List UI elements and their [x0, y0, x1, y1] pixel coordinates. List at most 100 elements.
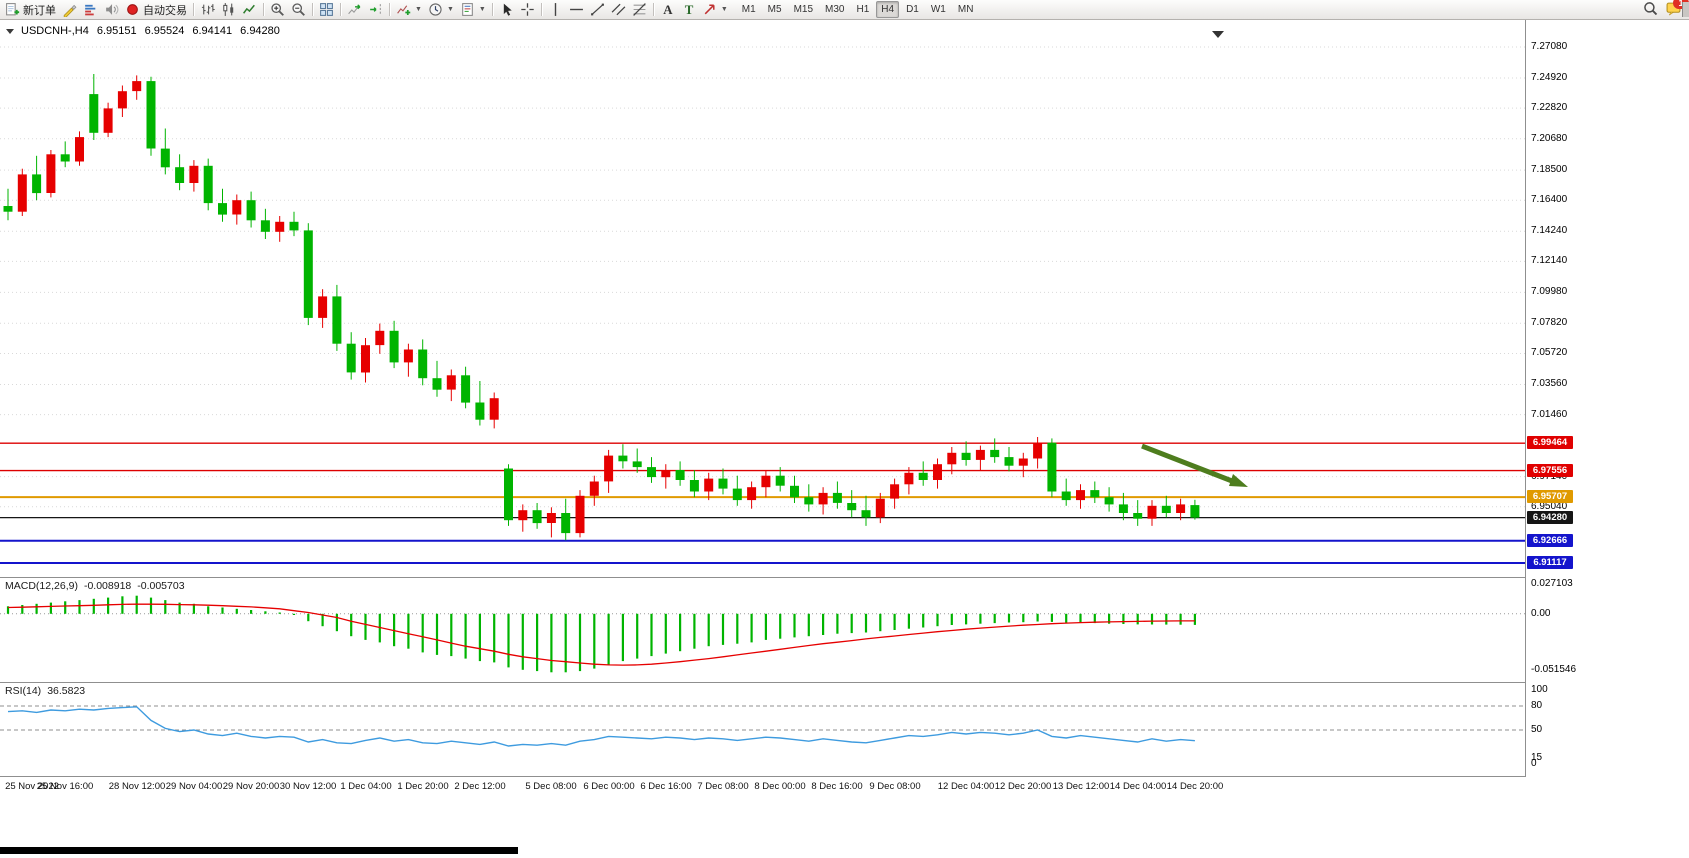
label-button[interactable]: T	[678, 1, 699, 18]
chat-button[interactable]: 1	[1666, 0, 1689, 21]
text-button[interactable]: A	[657, 1, 678, 18]
rsi-pane[interactable]	[0, 683, 1525, 776]
price-chart-pane[interactable]	[0, 20, 1525, 577]
time-axis-label: 25 Nov 16:00	[36, 781, 94, 792]
periods-clock-icon	[428, 2, 443, 17]
rsi-label: RSI(14)	[5, 685, 42, 697]
zoom-in-button[interactable]	[267, 1, 288, 18]
pane-separator	[0, 776, 1525, 777]
sound-alert-button[interactable]	[101, 1, 122, 18]
ohlc-high: 6.95524	[144, 25, 185, 37]
label-icon: T	[681, 2, 696, 17]
timeframe-h1[interactable]: H1	[856, 4, 870, 15]
chart-shift-button[interactable]	[365, 1, 386, 18]
chart-symbol-period: USDCNH-,H4	[21, 25, 89, 37]
timeframe-m15[interactable]: M15	[793, 4, 814, 15]
macd-label: MACD(12,26,9)	[5, 580, 78, 592]
ohlc-close: 6.94280	[240, 25, 280, 37]
toolbar-separator	[263, 3, 264, 16]
timeframe-w1[interactable]: W1	[930, 4, 946, 15]
candle	[318, 289, 328, 328]
channel-button[interactable]	[608, 1, 629, 18]
candle	[189, 160, 199, 192]
time-axis-label: 12 Dec 04:00	[937, 781, 995, 792]
horizontal-line-button[interactable]	[566, 1, 587, 18]
time-axis-label: 8 Dec 16:00	[811, 781, 863, 792]
fibonacci-icon	[632, 2, 647, 17]
trendline-button[interactable]	[587, 1, 608, 18]
timeframe-mn[interactable]: MN	[957, 4, 974, 15]
candle	[1190, 499, 1200, 520]
time-axis[interactable]: 25 Nov 2022 25 Nov 16:00 28 Nov 12:00 29 No…	[0, 777, 1560, 796]
price-axis-label: 7.22820	[1531, 102, 1568, 113]
periods-button[interactable]: ▼	[425, 1, 457, 18]
arrows-button[interactable]: ▼	[699, 1, 731, 18]
market-depth-button[interactable]	[80, 1, 101, 18]
toolbar-separator	[652, 3, 654, 16]
candle	[832, 481, 842, 509]
channel-icon	[611, 2, 626, 17]
price-axis-divider	[1525, 20, 1526, 796]
candle	[1076, 484, 1085, 509]
ohlc-open: 6.95151	[96, 25, 137, 37]
timeframe-h4[interactable]: H4	[876, 1, 900, 18]
metaeditor-button[interactable]	[59, 1, 80, 18]
templates-button[interactable]: ▼	[457, 1, 489, 18]
auto-scroll-button[interactable]	[344, 1, 365, 18]
time-axis-label: 14 Dec 20:00	[1166, 781, 1224, 792]
timeframe-d1[interactable]: D1	[906, 4, 919, 15]
chevron-down-icon: ▼	[446, 6, 454, 13]
metaeditor-icon	[62, 2, 77, 17]
time-axis-label: 29 Nov 04:00	[165, 781, 223, 792]
horizontal-scrollbar[interactable]	[0, 847, 518, 854]
candle	[518, 504, 528, 532]
toolbar-right: 1	[1643, 0, 1689, 21]
vertical-line-button[interactable]	[545, 1, 566, 18]
time-axis-label: 13 Dec 12:00	[1052, 781, 1110, 792]
price-axis-label: 7.01460	[1531, 409, 1568, 420]
price-badge: 6.94280	[1527, 511, 1573, 524]
toolbar-groups: 新订单 自动交易 ▼ ▼ ▼ A T ▼	[2, 1, 731, 18]
candle	[589, 475, 599, 506]
bar-chart-button[interactable]	[197, 1, 218, 18]
search-button[interactable]	[1643, 1, 1658, 21]
trend-arrow-annotation[interactable]	[1141, 443, 1248, 487]
tile-windows-button[interactable]	[316, 1, 337, 18]
rsi-value: 36.5823	[47, 685, 86, 697]
chart-shift-marker-icon[interactable]	[1212, 31, 1224, 38]
new-order-button[interactable]: 新订单	[2, 1, 59, 18]
candle	[446, 369, 456, 402]
price-axis[interactable]: 7.27080 7.24920 7.22820 7.20680 7.18500 7.164…	[1526, 0, 1596, 858]
candle	[303, 223, 313, 326]
crosshair-button[interactable]	[517, 1, 538, 18]
text-icon: A	[660, 2, 675, 17]
toolbar: 新订单 自动交易 ▼ ▼ ▼ A T ▼ M1 M5 M15 M30 H1 H4 D1 W1 MN 1	[0, 0, 1689, 20]
timeframe-m1[interactable]: M1	[741, 4, 756, 15]
indicators-button[interactable]: ▼	[393, 1, 425, 18]
autotrading-button[interactable]: 自动交易	[122, 1, 190, 18]
candle	[804, 484, 814, 512]
candlestick-chart-button[interactable]	[218, 1, 239, 18]
candle	[990, 438, 1000, 463]
timeframe-m30[interactable]: M30	[825, 4, 845, 15]
chevron-down-icon: ▼	[478, 6, 486, 13]
line-chart-button[interactable]	[239, 1, 260, 18]
candle	[790, 475, 799, 503]
pane-separator[interactable]	[0, 682, 1525, 683]
chart-shift-icon	[368, 2, 383, 17]
timeframe-m5[interactable]: M5	[767, 4, 782, 15]
pane-separator[interactable]	[0, 577, 1525, 578]
candle	[1004, 447, 1014, 472]
fibonacci-button[interactable]	[629, 1, 650, 18]
candle	[761, 470, 771, 498]
macd-axis-label: -0.051546	[1531, 664, 1577, 675]
chart-collapse-icon[interactable]	[6, 28, 14, 34]
cursor-button[interactable]	[496, 1, 517, 18]
toolbar-overflow-icon[interactable]	[1682, 2, 1689, 17]
rsi-axis-label: 80	[1531, 700, 1543, 711]
notification-badge: 1	[1673, 0, 1689, 9]
macd-pane[interactable]	[0, 578, 1525, 681]
price-axis-label: 7.14240	[1531, 225, 1568, 236]
tile-windows-icon	[319, 2, 334, 17]
zoom-out-button[interactable]	[288, 1, 309, 18]
